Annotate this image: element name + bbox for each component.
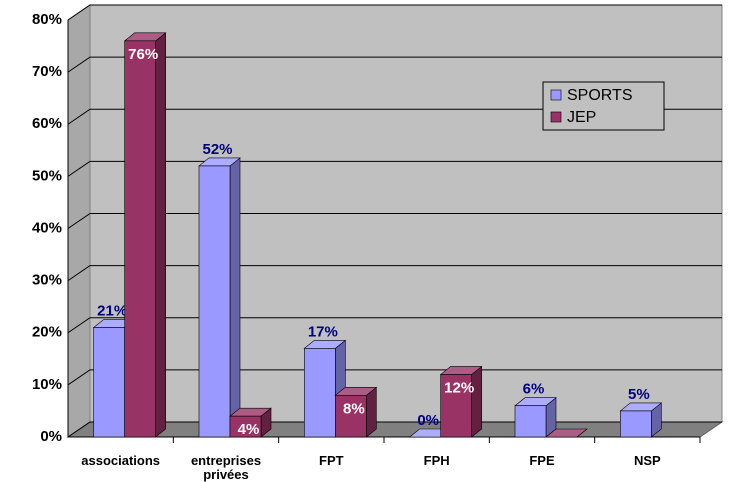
y-tick-label: 30% [32,272,62,289]
bar [620,410,652,438]
value-label: 6% [523,381,545,398]
bar [304,348,336,438]
value-label: 21% [97,303,127,320]
value-label: 0% [417,412,439,429]
x-tick-label: NSP [633,453,661,468]
legend-box [542,81,665,131]
y-tick-label: 40% [32,219,62,236]
x-tick-label: FPE [529,453,555,468]
bar [93,327,125,438]
grid-line [67,160,722,177]
bar [229,415,262,438]
y-tick-label: 10% [32,376,62,393]
x-tick-label: entreprises privées [190,453,262,482]
legend-label: SPORTS [567,87,633,104]
bar-3d [334,386,378,438]
y-tick-label: 0% [40,428,62,445]
value-label: 8% [343,400,365,417]
grid-line [67,4,722,21]
x-tick-label: FPT [319,453,344,468]
bar-side [155,32,166,438]
bar [198,165,231,438]
bar-3d [439,365,483,438]
value-label: 12% [444,379,474,396]
bar-3d [198,157,241,438]
bar-top [545,428,588,438]
bar-side [471,365,482,438]
bar [440,374,472,438]
bar-3d [545,428,588,438]
bar-3d [619,402,663,438]
grid-line [67,317,722,334]
y-tick-label: 80% [32,11,62,28]
bar-3d [123,32,167,438]
legend-swatch [550,111,562,123]
grid-line [67,213,722,229]
grid-line [67,265,722,282]
x-tick-label: FPH [423,453,450,468]
legend-swatch [550,89,562,101]
bar [335,394,367,438]
bar-3d [229,407,272,438]
value-label: 52% [202,141,232,158]
y-tick-label: 20% [32,324,62,341]
y-tick-label: 50% [32,167,62,184]
value-label: 0% [554,442,576,459]
x-tick-label: associations [81,453,161,468]
bar-side [229,157,241,438]
bar-side [366,386,377,438]
grid-line [67,421,722,438]
value-label: 76% [128,46,158,63]
y-tick-label: 60% [32,115,62,132]
grid-line [67,56,722,73]
value-label: 4% [238,421,260,438]
grid-line [67,108,722,125]
value-label: 5% [628,386,650,403]
value-label: 17% [308,323,338,340]
bar [514,405,547,438]
y-tick-label: 70% [32,63,62,80]
bar [124,40,156,438]
grid-line [67,369,722,386]
legend-label: JEP [567,109,596,126]
bar-3d [514,397,557,438]
